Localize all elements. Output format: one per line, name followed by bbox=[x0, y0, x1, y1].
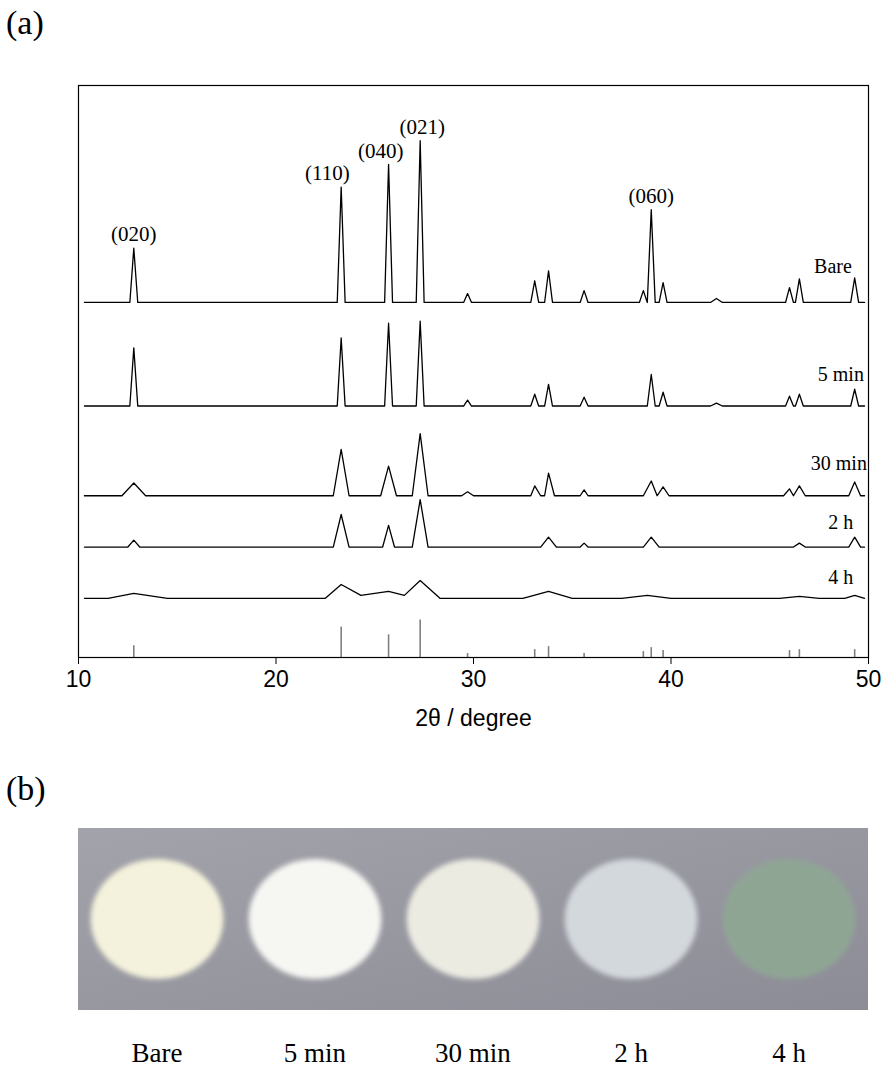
svg-text:40: 40 bbox=[658, 666, 684, 692]
svg-text:(060): (060) bbox=[629, 184, 675, 208]
svg-text:Bare: Bare bbox=[814, 255, 852, 277]
svg-text:10: 10 bbox=[66, 666, 92, 692]
svg-text:(021): (021) bbox=[399, 115, 445, 139]
svg-text:5 min: 5 min bbox=[818, 363, 864, 385]
svg-text:4 h: 4 h bbox=[828, 566, 853, 588]
svg-text:4 h: 4 h bbox=[772, 1038, 806, 1068]
svg-text:30 min: 30 min bbox=[435, 1038, 511, 1068]
svg-text:50: 50 bbox=[856, 666, 882, 692]
svg-text:Bare: Bare bbox=[132, 1038, 183, 1068]
html-text:(a): (a) bbox=[6, 4, 44, 41]
svg-text:2θ / degree: 2θ / degree bbox=[415, 705, 531, 731]
svg-text:(110): (110) bbox=[305, 161, 350, 185]
svg-text:5 min: 5 min bbox=[284, 1038, 347, 1068]
svg-text:2 h: 2 h bbox=[828, 511, 853, 533]
svg-text:20: 20 bbox=[263, 666, 289, 692]
svg-text:30 min: 30 min bbox=[811, 452, 867, 474]
svg-text:(040): (040) bbox=[358, 139, 404, 163]
html-text:(b): (b) bbox=[6, 770, 46, 807]
svg-text:30: 30 bbox=[461, 666, 487, 692]
svg-text:(020): (020) bbox=[111, 222, 157, 246]
svg-text:2 h: 2 h bbox=[614, 1038, 648, 1068]
